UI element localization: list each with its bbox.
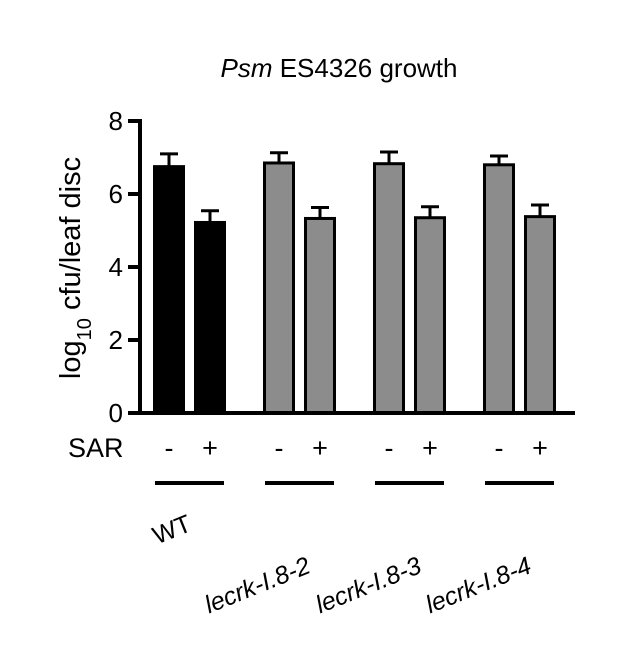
group-label: lecrk-I.8-3 — [312, 552, 426, 620]
chart-title-rest: ES4326 growth — [272, 53, 457, 83]
y-tick-label: 2 — [109, 325, 123, 355]
group-label: WT — [149, 510, 196, 551]
bar — [414, 216, 446, 415]
y-axis-label: log10 cfu/leaf disc — [55, 157, 96, 379]
sar-sign: + — [532, 433, 548, 463]
bar — [524, 215, 556, 415]
bar — [153, 165, 185, 415]
sar-sign: - — [165, 433, 174, 463]
y-axis: 0 2 4 6 8 — [109, 106, 142, 428]
sar-sign: + — [422, 433, 438, 463]
bar — [373, 162, 405, 415]
group-label: lecrk-I.8-4 — [422, 552, 536, 620]
sar-signs: - + - + - + - + — [165, 433, 548, 463]
sar-sign: + — [312, 433, 328, 463]
sar-sign: - — [385, 433, 394, 463]
y-tick-label: 6 — [109, 179, 123, 209]
bar — [304, 216, 336, 415]
bar — [194, 220, 226, 415]
sar-sign: + — [202, 433, 218, 463]
group-label: lecrk-I.8-2 — [201, 552, 315, 620]
bars — [153, 150, 556, 415]
y-tick-label: 4 — [109, 252, 123, 282]
chart-title: Psm ES4326 growth — [220, 53, 457, 83]
chart-title-italic: Psm — [220, 53, 272, 83]
sar-row-label: SAR — [68, 433, 124, 463]
sar-sign: - — [275, 433, 284, 463]
bar — [483, 163, 515, 415]
y-tick-label: 8 — [109, 106, 123, 136]
y-tick-label: 0 — [109, 398, 123, 428]
sar-sign: - — [495, 433, 504, 463]
bar — [263, 161, 295, 415]
